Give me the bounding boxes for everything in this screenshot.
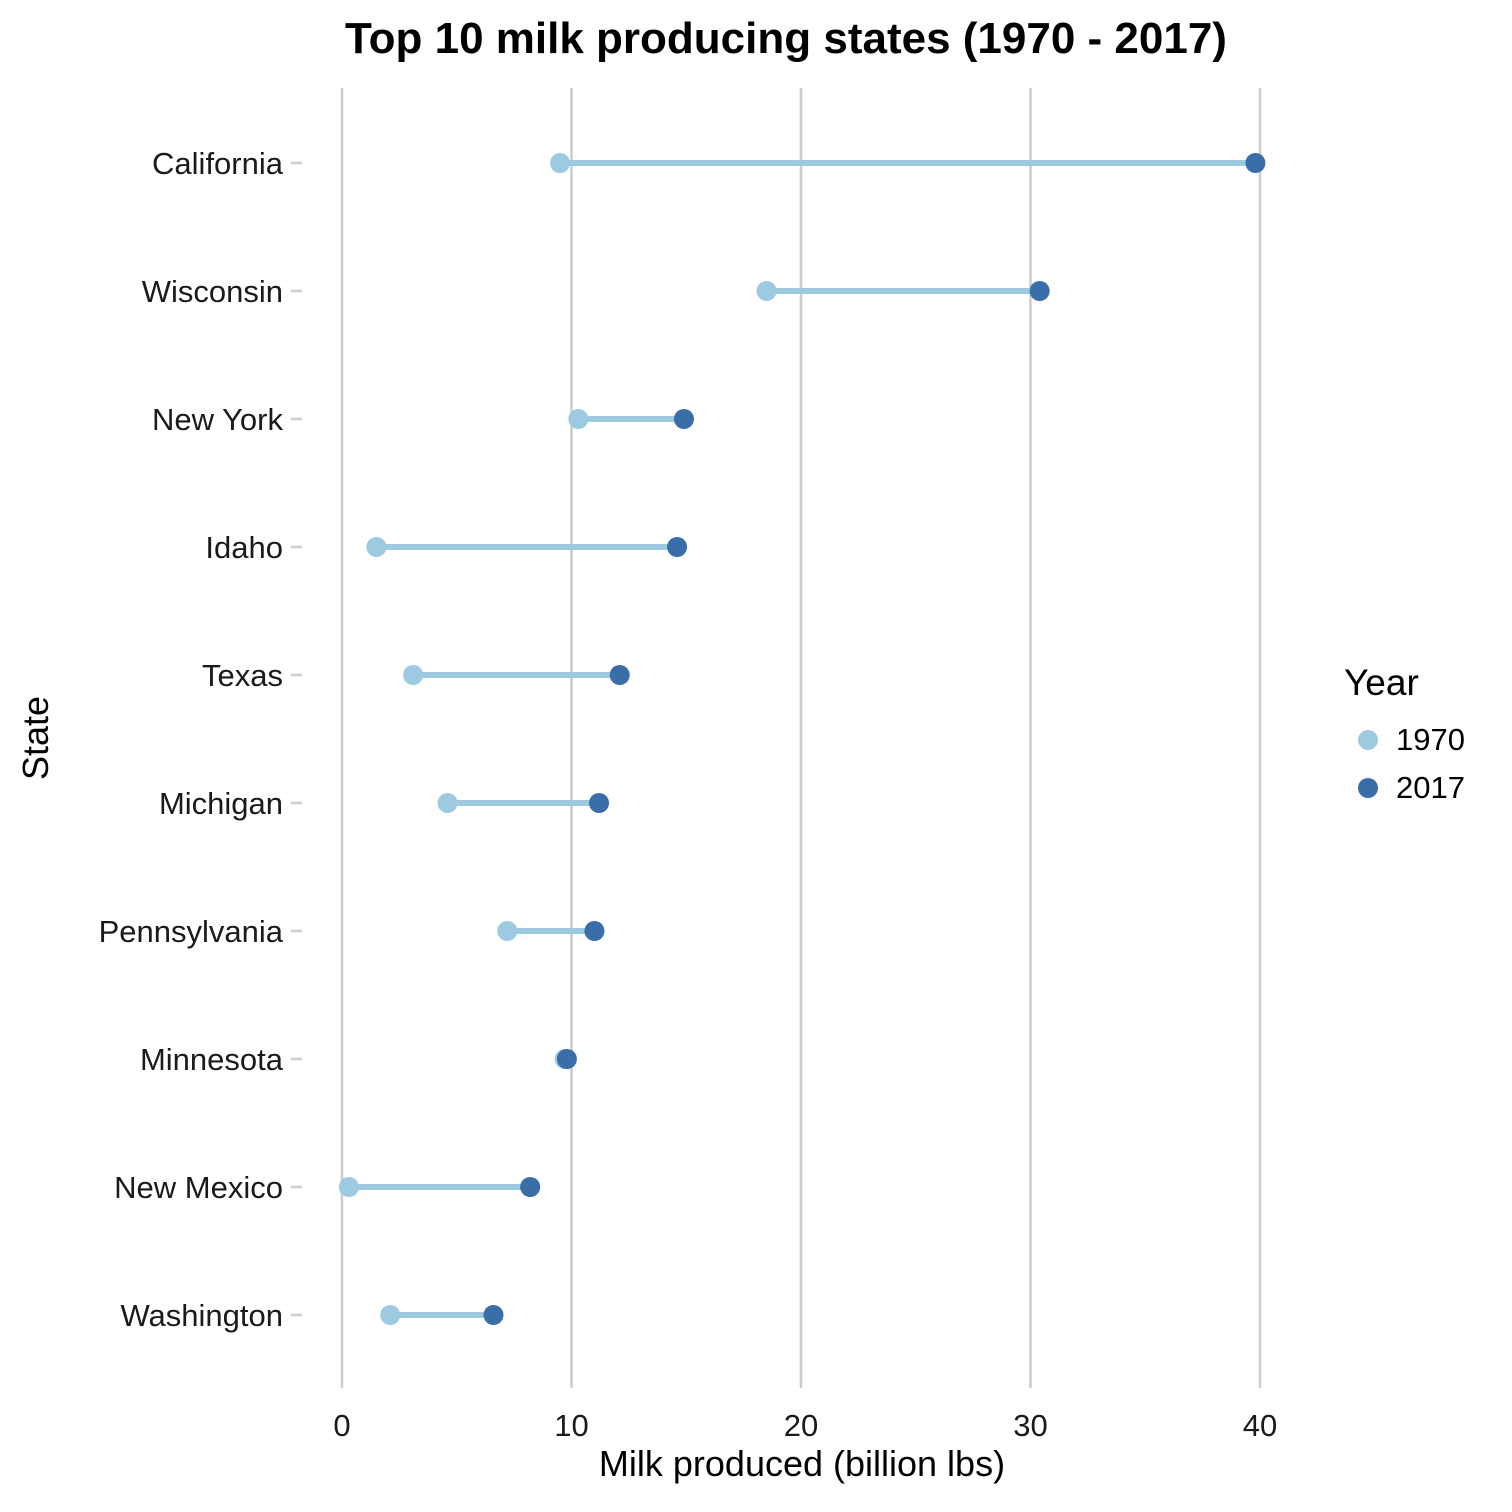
y-axis-title: State [15,696,56,780]
legend-item-2017: 2017 [1344,764,1465,812]
y-tick-label-new-mexico: New Mexico [114,1170,283,1205]
point-1970-pennsylvania [497,921,518,941]
point-2017-new-york [673,409,694,429]
y-tick-label-michigan: Michigan [159,786,283,821]
point-2017-washington [483,1305,504,1325]
legend-swatch-1970 [1358,730,1378,750]
y-axis: California Wisconsin New York Idaho Texas Mic… [99,146,302,1333]
x-tick-label-0: 0 [333,1408,350,1443]
legend-swatch-2017 [1358,778,1378,798]
x-axis: 0 10 20 30 40 [333,1408,1277,1443]
y-tick-label-california: California [152,146,284,181]
y-tick-label-minnesota: Minnesota [140,1042,284,1077]
point-2017-minnesota [556,1049,577,1069]
legend-item-1970: 1970 [1344,716,1465,764]
point-2017-idaho [667,537,688,557]
x-tick-label-30: 30 [1013,1408,1047,1443]
point-1970-idaho [366,537,387,557]
point-2017-michigan [589,793,610,813]
legend: Year 1970 2017 [1344,662,1465,812]
point-2017-texas [609,665,630,685]
legend-title: Year [1344,662,1419,703]
x-tick-label-10: 10 [554,1408,588,1443]
point-2017-wisconsin [1029,281,1050,301]
points [338,153,1266,1325]
segments [348,160,1256,1318]
y-tick-label-wisconsin: Wisconsin [142,274,283,309]
point-1970-new-york [568,409,589,429]
x-tick-label-20: 20 [784,1408,818,1443]
y-tick-label-pennsylvania: Pennsylvania [99,914,284,949]
y-tick-label-new-york: New York [152,402,283,437]
point-2017-california [1245,153,1266,173]
point-1970-michigan [437,793,458,813]
legend-label-2017: 2017 [1396,770,1465,805]
point-1970-wisconsin [756,281,777,301]
x-tick-label-40: 40 [1243,1408,1277,1443]
y-tick-label-washington: Washington [120,1298,283,1333]
point-1970-new-mexico [338,1177,359,1197]
x-axis-title: Milk produced (billion lbs) [599,1443,1005,1484]
point-1970-washington [380,1305,401,1325]
legend-label-1970: 1970 [1396,722,1465,757]
point-2017-new-mexico [520,1177,541,1197]
point-2017-pennsylvania [584,921,605,941]
chart-title: Top 10 milk producing states (1970 - 201… [345,14,1227,63]
point-1970-california [550,153,571,173]
y-tick-label-idaho: Idaho [205,530,283,565]
grid-lines [340,88,1262,1388]
y-tick-label-texas: Texas [202,658,283,693]
point-1970-texas [403,665,424,685]
